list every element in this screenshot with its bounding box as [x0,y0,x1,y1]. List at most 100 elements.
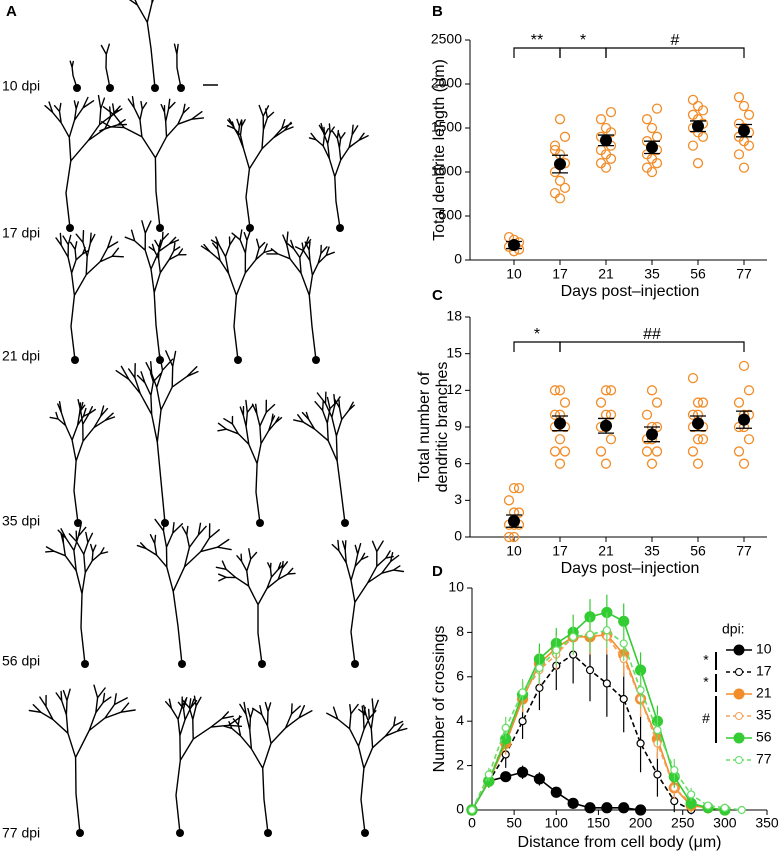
mean-marker [738,124,750,137]
legend-marker [733,644,745,656]
data-point [533,773,546,785]
mean-marker [554,158,566,171]
legend-significance: * [703,652,709,668]
data-point [641,162,653,173]
data-point [585,630,595,639]
soma [156,224,164,232]
data-point [585,666,595,675]
y-tick-label: 2500 [431,31,462,47]
data-point [733,446,745,457]
data-point [697,397,709,408]
dendrite [28,684,136,834]
significance-bracket [605,47,745,58]
y-axis-title: dendritic branches [434,362,451,493]
data-point [550,786,562,798]
data-point [651,446,663,457]
dendrite [173,43,182,89]
data-point [733,149,745,160]
soma [312,356,320,364]
data-point [595,114,607,125]
data-point [503,495,515,506]
significance-label: * [580,32,586,49]
data-point [687,140,699,151]
data-point [687,372,699,384]
data-point [552,646,561,655]
soma [361,829,369,837]
data-point [602,626,611,635]
data-point [618,802,630,814]
soma [76,829,84,837]
data-point [484,770,493,779]
row-label: 17 dpi [2,225,40,241]
y-tick-label: 0 [454,251,462,267]
significance-bracket [513,341,561,352]
legend-label: 77 [756,751,772,767]
y-tick-label: 0 [454,528,462,544]
data-point [692,458,704,469]
mean-marker [508,239,520,252]
soma [66,224,74,232]
y-axis-title: Number of crossings [431,626,448,773]
data-point [500,771,512,783]
x-tick-label: 35 [644,543,660,559]
data-point [605,409,617,420]
x-tick-label: 56 [690,266,706,282]
soma [256,519,264,527]
x-tick-label: 150 [587,815,611,831]
series-line [471,629,742,811]
data-point [518,717,527,726]
data-point [567,797,579,809]
data-point [559,131,571,142]
data-point [549,385,561,396]
soma [176,829,184,837]
y-tick-label: 6 [456,668,464,684]
x-tick-label: 21 [598,543,614,559]
x-tick-label: 17 [552,266,568,282]
soma [351,660,359,668]
dendrite [136,518,232,665]
y-tick-label: 0 [456,801,464,817]
legend-marker [735,756,743,764]
dendrite [308,122,369,229]
data-point [737,805,746,815]
x-tick-label: 10 [506,266,522,282]
x-axis-title: Days post–injection [561,283,700,300]
data-point [559,446,571,457]
x-tick-label: 77 [736,543,752,559]
dendrite [124,220,187,361]
soma [264,829,272,837]
data-point [641,114,653,125]
data-point [602,679,611,688]
data-point [518,688,527,697]
data-point [559,397,571,408]
data-point [605,434,617,445]
data-point [703,801,713,810]
row-label: 56 dpi [2,653,40,669]
data-point [670,765,679,775]
data-point [738,458,750,469]
y-tick-label: 12 [446,381,462,397]
soma [71,356,79,364]
mean-marker [692,417,704,430]
dendrite [128,0,156,89]
significance-label: # [671,32,680,49]
soma [341,519,349,527]
data-point [554,385,566,396]
data-point [554,193,566,204]
series-line [471,611,726,811]
data-point [720,803,729,812]
legend-label: 21 [756,685,772,701]
data-point [513,482,525,494]
data-point [554,458,566,469]
data-point [651,131,663,142]
y-tick-label: 1500 [431,119,462,135]
soma [234,356,242,364]
data-point [559,182,571,193]
mean-marker [600,134,612,147]
dendrite [217,399,283,524]
row-label: 35 dpi [2,513,40,529]
soma [246,224,254,232]
dendrite [69,60,78,89]
legend-marker [735,712,743,720]
